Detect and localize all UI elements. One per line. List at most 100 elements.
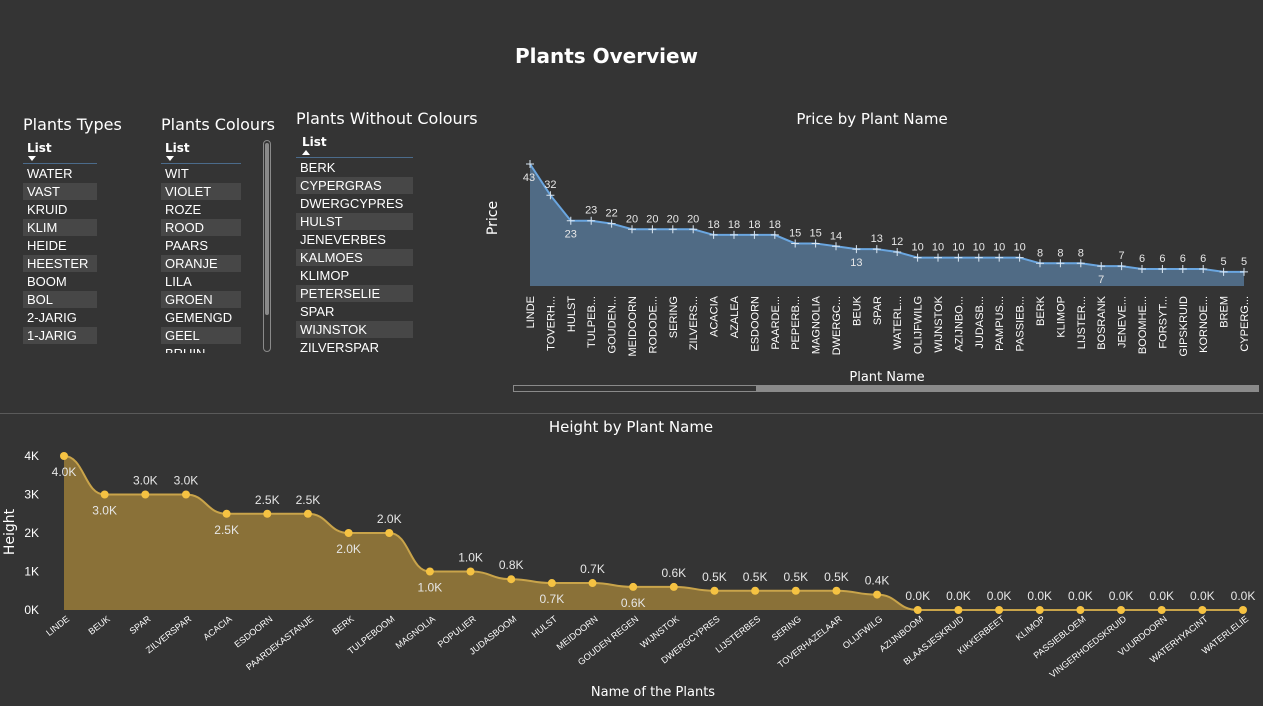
horizontal-scrollbar[interactable]	[513, 385, 1259, 392]
slicer-item[interactable]: GEEL	[161, 327, 241, 344]
data-label: 6	[1180, 253, 1186, 265]
slicer-item[interactable]: KALMOES	[296, 249, 413, 266]
slicer-item[interactable]: KRUID	[27, 202, 68, 217]
slicer-sort-header[interactable]: List	[161, 141, 273, 161]
slicer-item[interactable]: ZILVERSPAR	[300, 340, 379, 355]
data-point	[425, 567, 434, 576]
horizontal-scrollbar-thumb[interactable]	[513, 385, 757, 392]
slicer-item[interactable]: ROZE	[165, 202, 202, 217]
slicer-item[interactable]: BRUIN	[161, 345, 241, 353]
data-point	[385, 529, 394, 537]
scrollbar-thumb[interactable]	[265, 143, 269, 315]
x-tick-label: KLIMOP	[1055, 296, 1067, 338]
slicer-scrollbar[interactable]	[263, 140, 271, 352]
data-point	[60, 452, 68, 460]
data-label: 18	[728, 219, 740, 231]
slicer-item[interactable]: PAARS	[165, 238, 209, 253]
slicer-item[interactable]: GEMENGD	[165, 310, 233, 325]
data-point	[546, 191, 555, 200]
x-tick-label: LINDE	[44, 614, 71, 638]
data-point	[1199, 264, 1208, 273]
slicer-item[interactable]: WIT	[165, 166, 189, 181]
slicer-sort-label: List	[165, 141, 190, 155]
slicer-item[interactable]: GROEN	[161, 291, 241, 308]
data-point	[1076, 606, 1085, 614]
data-point	[995, 606, 1004, 614]
data-point	[934, 253, 942, 262]
slicer-item[interactable]: BOL	[23, 291, 97, 308]
data-point	[1097, 262, 1106, 271]
slicer-item[interactable]: HEESTER	[23, 255, 97, 272]
x-tick-label: MEIDOORN	[627, 296, 639, 357]
x-tick-label: BEUK	[86, 614, 111, 637]
x-tick-label: DWERGC...	[831, 296, 843, 355]
data-label: 15	[809, 227, 821, 239]
data-label: 0.6K	[661, 566, 686, 580]
slicer-item[interactable]: PETERSELIE	[296, 285, 413, 302]
slicer-item[interactable]: ORANJE	[161, 255, 241, 272]
chart-title: Price by Plant Name	[796, 110, 947, 128]
data-point	[648, 225, 657, 234]
data-point	[832, 242, 840, 251]
slicer-item[interactable]: WIJNSTOK	[296, 321, 413, 338]
slicer-item[interactable]: SPAR	[300, 304, 335, 319]
data-label: 18	[748, 219, 760, 231]
slicer-item[interactable]: 2-JARIG	[27, 310, 77, 325]
data-label: 0.5K	[824, 570, 849, 584]
data-label: 2.0K	[336, 542, 361, 556]
data-point	[1117, 262, 1126, 271]
data-point	[587, 216, 596, 225]
sort-ascending-icon[interactable]	[302, 150, 310, 155]
slicer-item[interactable]: BOOM	[27, 274, 67, 289]
data-label: 7	[1119, 250, 1125, 262]
slicer-item[interactable]: CYPERGRAS	[296, 177, 413, 194]
data-point	[263, 509, 272, 518]
y-axis-label: Height	[2, 508, 18, 555]
sort-descending-icon[interactable]	[166, 156, 174, 161]
data-point	[668, 225, 677, 234]
slicer-sort-header[interactable]: List	[296, 135, 486, 155]
data-point	[100, 490, 109, 499]
x-tick-label: BEUK	[851, 295, 863, 326]
x-tick-label: ZILVERS...	[688, 296, 700, 350]
slicer-item[interactable]: VIOLET	[161, 183, 241, 200]
section-divider	[0, 413, 1263, 414]
slicer-list: WATER VAST KRUID KLIM HEIDE HEESTER BOOM BOL 2-J…	[23, 164, 97, 344]
slicer-divider	[296, 157, 413, 158]
slicer-item[interactable]: JENEVERBES	[300, 232, 386, 247]
data-label: 10	[993, 242, 1005, 254]
sort-descending-icon[interactable]	[28, 156, 36, 161]
data-label: 43	[523, 172, 535, 184]
data-label: 0.8K	[499, 558, 524, 572]
x-tick-label: MAGNOLIA	[811, 295, 823, 354]
data-point	[303, 509, 312, 518]
slicer-item[interactable]: ROOD	[161, 219, 241, 236]
slicer-item[interactable]: DWERGCYPRES	[300, 196, 404, 211]
data-point	[1240, 267, 1248, 276]
data-point	[566, 216, 575, 225]
slicer-title: Plants Without Colours	[296, 109, 478, 128]
data-point	[526, 160, 534, 168]
slicer-item[interactable]: WATER	[27, 166, 73, 181]
slicer-item[interactable]: VAST	[23, 183, 97, 200]
slicer-item[interactable]: BERK	[300, 160, 336, 175]
slicer-item[interactable]: HULST	[296, 213, 413, 230]
data-label: 0.0K	[905, 589, 930, 603]
data-label: 10	[911, 242, 923, 254]
slicer-item[interactable]: KLIMOP	[300, 268, 350, 283]
slicer-sort-header[interactable]: List	[23, 141, 103, 161]
slicer-item[interactable]: HEIDE	[27, 238, 67, 253]
slicer-item[interactable]: KLIM	[23, 219, 97, 236]
data-point	[954, 606, 963, 614]
x-tick-label: MAGNOLIA	[394, 614, 438, 651]
slicer-item[interactable]: LILA	[165, 274, 192, 289]
data-label: 10	[1013, 242, 1025, 254]
slicer-item[interactable]: 1-JARIG	[23, 327, 97, 344]
data-point	[222, 509, 231, 518]
data-point	[607, 219, 616, 228]
data-point	[547, 579, 556, 588]
data-point	[1157, 606, 1166, 614]
data-label: 18	[769, 219, 781, 231]
data-label: 0.5K	[743, 570, 768, 584]
